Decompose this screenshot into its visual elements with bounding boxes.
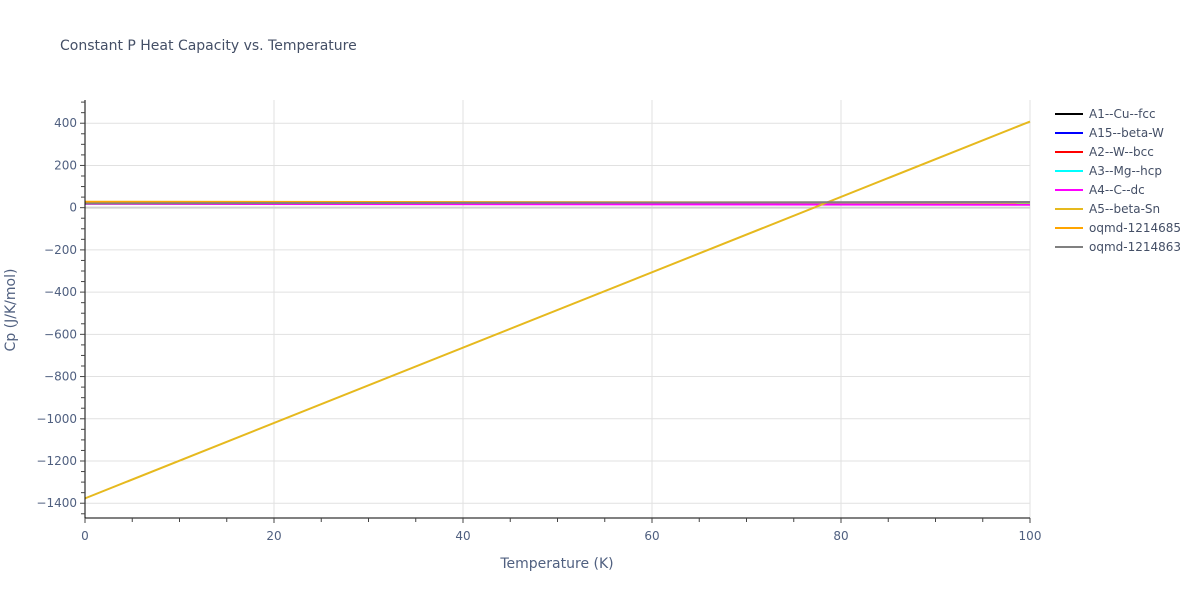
x-tick-label: 100 [1019, 529, 1042, 543]
legend-item[interactable]: A3--Mg--hcp [1055, 164, 1162, 178]
y-tick-label: −200 [44, 243, 77, 257]
legend-item[interactable]: A1--Cu--fcc [1055, 107, 1156, 121]
plot-area [84, 120, 1031, 500]
legend-label: A3--Mg--hcp [1089, 164, 1162, 178]
legend-label: A2--W--bcc [1089, 145, 1154, 159]
x-tick-label: 80 [833, 529, 848, 543]
y-tick-label: −600 [44, 327, 77, 341]
legend-label: A5--beta-Sn [1089, 202, 1160, 216]
y-axis-label: Cp (J/K/mol) [3, 269, 19, 352]
legend-item[interactable]: A5--beta-Sn [1055, 202, 1160, 216]
legend-item[interactable]: A15--beta-W [1055, 126, 1164, 140]
legend-label: A4--C--dc [1089, 183, 1145, 197]
legend-label: A1--Cu--fcc [1089, 107, 1156, 121]
legend-label: oqmd-1214863 [1089, 240, 1181, 254]
legend-label: oqmd-1214685 [1089, 221, 1181, 235]
legend-item[interactable]: oqmd-1214685 [1055, 221, 1181, 235]
y-tick-label: −1200 [36, 454, 77, 468]
x-tick-label: 60 [644, 529, 659, 543]
x-axis-label: Temperature (K) [499, 556, 613, 572]
x-tick-label: 0 [81, 529, 89, 543]
chart-title: Constant P Heat Capacity vs. Temperature [60, 38, 357, 54]
y-tick-label: −1400 [36, 496, 77, 510]
y-tick-label: 400 [54, 116, 77, 130]
legend-item[interactable]: oqmd-1214863 [1055, 240, 1181, 254]
x-tick-label: 40 [455, 529, 470, 543]
axes: 0 20 40 60 80 100 −1400 −1200 −1000 −800 −600 −400 −… [36, 100, 1041, 543]
y-tick-label: −1000 [36, 412, 77, 426]
series-line [84, 200, 1031, 205]
legend-item[interactable]: A2--W--bcc [1055, 145, 1154, 159]
legend-label: A15--beta-W [1089, 126, 1164, 140]
gridlines [85, 100, 1031, 518]
y-tick-label: −800 [44, 370, 77, 384]
legend: A1--Cu--fcc A15--beta-W A2--W--bcc A3--Mg--… [1055, 107, 1181, 254]
y-tick-label: −400 [44, 285, 77, 299]
legend-item[interactable]: A4--C--dc [1055, 183, 1145, 197]
x-tick-label: 20 [266, 529, 281, 543]
y-tick-label: 0 [69, 201, 77, 215]
series-line [84, 120, 1031, 500]
y-tick-label: 200 [54, 158, 77, 172]
